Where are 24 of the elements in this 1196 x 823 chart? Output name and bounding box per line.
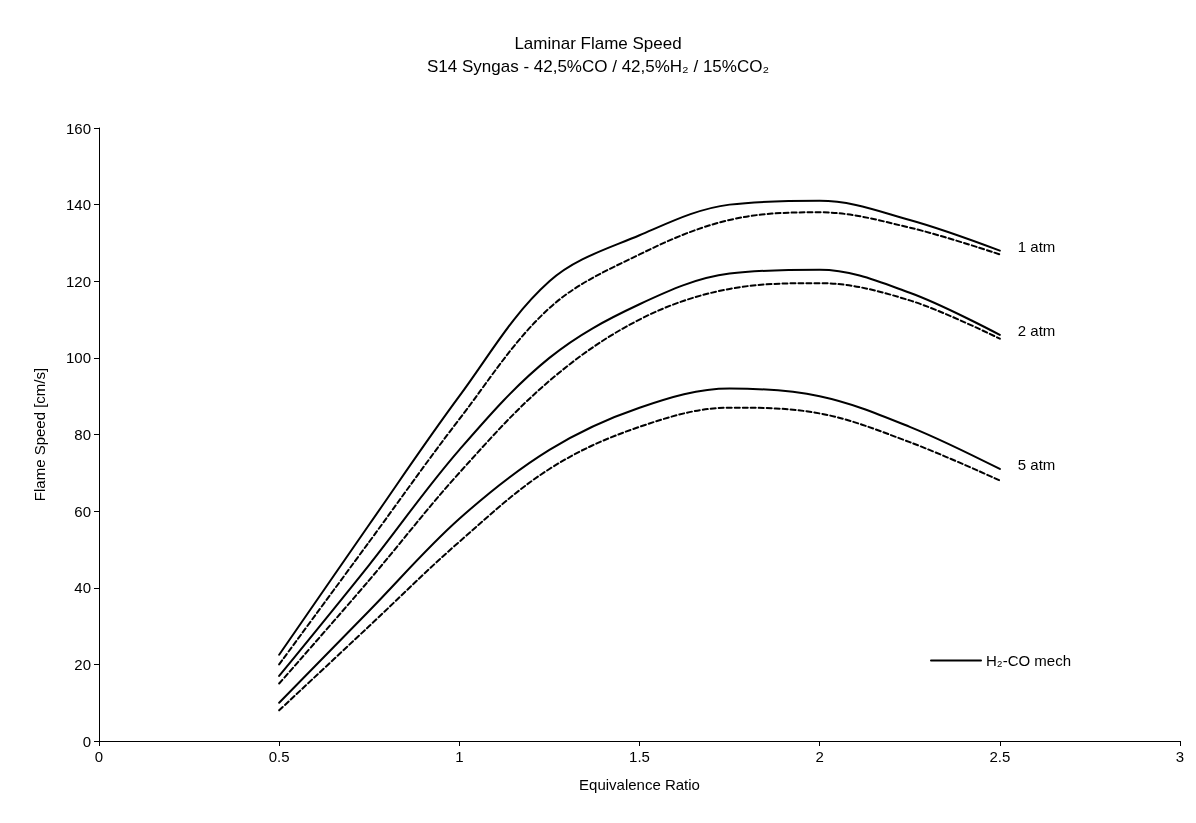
legend-label: H₂-CO mech <box>986 652 1071 669</box>
y-tick-label: 40 <box>74 579 91 597</box>
y-tick-label: 160 <box>65 119 91 137</box>
y-tick-label: 80 <box>74 426 91 443</box>
x-tick-label: 2 <box>815 748 824 765</box>
y-tick-label: 100 <box>65 349 91 367</box>
y-tick-label: 0 <box>82 732 91 750</box>
annotation: 1 atm <box>1017 238 1056 256</box>
annotation: 2 atm <box>1017 322 1056 340</box>
annotation: 5 atm <box>1017 456 1056 474</box>
y-tick-label: 60 <box>74 502 91 520</box>
y-tick-label: 140 <box>65 196 91 214</box>
y-tick-label: 120 <box>65 272 91 290</box>
x-axis-title: Equivalence Ratio <box>579 776 700 793</box>
y-tick-label: 20 <box>74 655 91 673</box>
x-tick-label: 2.5 <box>989 748 1011 765</box>
chart-title: Laminar Flame Speed <box>514 34 682 53</box>
y-axis-title: Flame Speed [cm/s] <box>31 367 48 502</box>
x-tick-label: 1.5 <box>629 748 650 765</box>
x-tick-label: 0 <box>94 748 104 765</box>
x-tick-label: 3 <box>1175 748 1185 765</box>
chart-subtitle: S14 Syngas - 42,5%CO / 42,5%H₂ / 15%CO₂ <box>426 57 770 76</box>
x-tick-label: 0.5 <box>268 748 290 765</box>
x-tick-label: 1 <box>455 748 464 765</box>
